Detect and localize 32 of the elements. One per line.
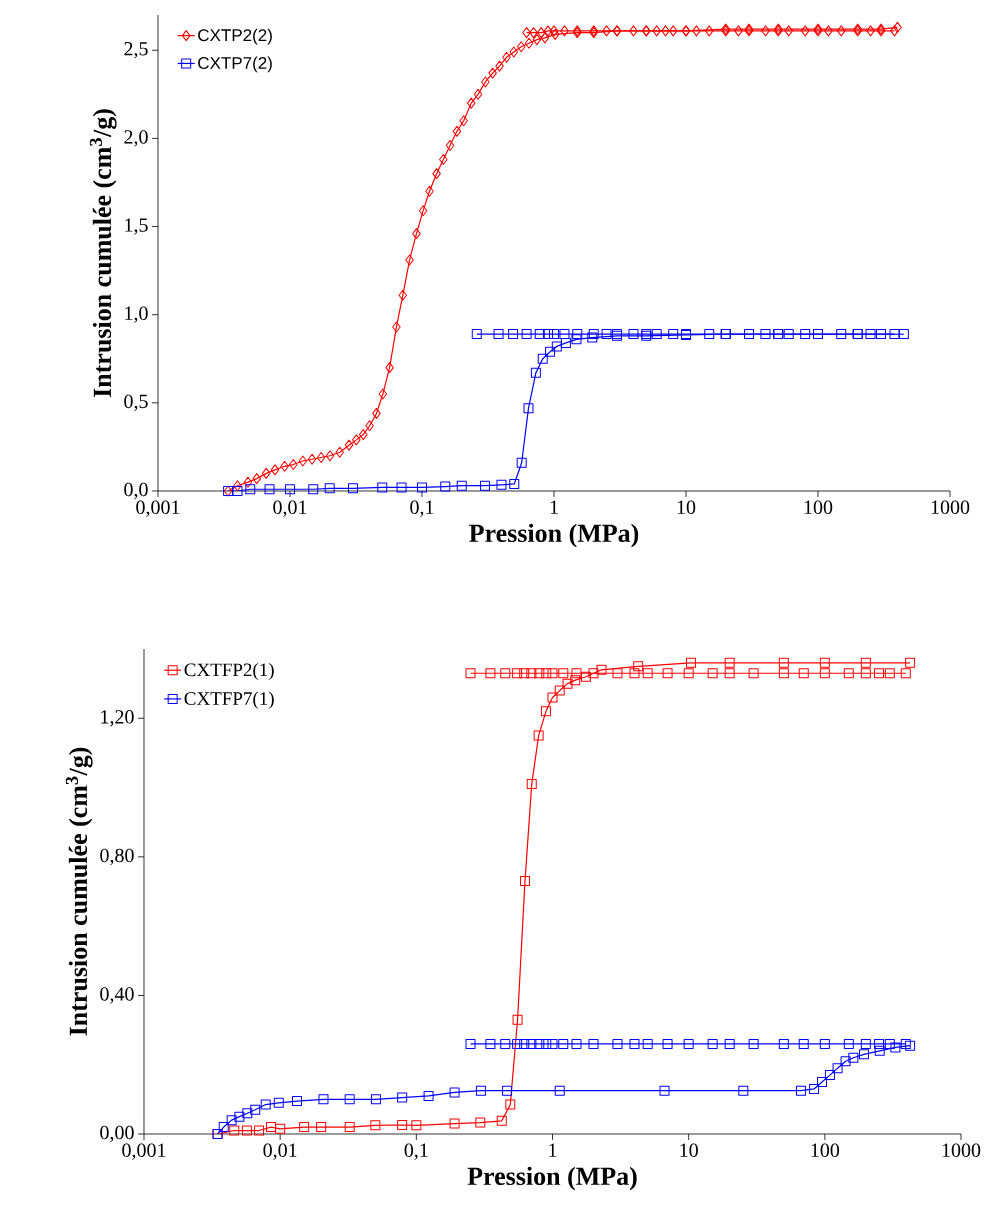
- x-tick-label: 100: [804, 500, 833, 515]
- x-axis-title: Pression (MPa): [469, 523, 639, 548]
- x-tick-label: 1000: [931, 500, 970, 515]
- x-tick-label: 0,001: [122, 1143, 166, 1160]
- y-tick-label: 0,0: [124, 482, 148, 500]
- y-tick-label: 1,20: [101, 710, 134, 727]
- legend-label: CXTP2(2): [198, 28, 272, 45]
- x-axis-title: Pression (MPa): [467, 1166, 637, 1191]
- x-tick-label: 0,001: [136, 500, 180, 517]
- x-tick-label: 0,01: [273, 500, 307, 517]
- y-tick-label: 0,00: [100, 1125, 134, 1143]
- legend-label: CXTFP2(1): [184, 662, 274, 681]
- y-tick-label: 1,0: [125, 306, 148, 323]
- text: Intrusion cumulée (cm$^{3}$/g): [89, 109, 117, 398]
- x-tick-label: 0,1: [410, 500, 434, 517]
- x-tick-label: 10: [677, 500, 696, 515]
- y-tick-label: 0,80: [100, 848, 134, 866]
- x-tick-label: 1: [550, 500, 558, 514]
- text: Intrusion cumulée (cm$^{3}$/g): [65, 747, 93, 1036]
- legend-label: CXTFP7(1): [184, 691, 274, 709]
- x-tick-label: 10: [680, 1143, 698, 1158]
- x-tick-label: 0,01: [263, 1143, 297, 1160]
- y-tick-label: 0,5: [124, 394, 148, 412]
- x-tick-label: 1000: [942, 1143, 981, 1158]
- y-tick-label: 2,0: [124, 130, 148, 147]
- legend-label: CXTP7(2): [198, 56, 272, 73]
- x-tick-label: 1: [549, 1143, 557, 1157]
- y-tick-label: 2,5: [124, 42, 148, 59]
- y-tick-label: 1,5: [125, 218, 148, 235]
- x-tick-label: 100: [811, 1143, 840, 1158]
- y-tick-label: 0,40: [100, 987, 134, 1004]
- x-tick-label: 0,1: [404, 1143, 428, 1160]
